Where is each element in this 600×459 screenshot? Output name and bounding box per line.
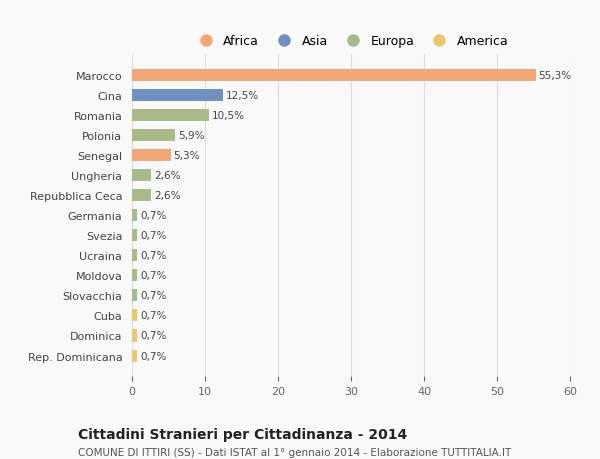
Bar [132,70,536,82]
Bar [132,110,209,122]
Text: Cittadini Stranieri per Cittadinanza - 2014: Cittadini Stranieri per Cittadinanza - 2… [78,427,407,441]
Text: 0,7%: 0,7% [140,231,166,241]
Bar [132,330,137,342]
Bar [132,90,223,102]
Bar [132,130,175,142]
Text: 10,5%: 10,5% [212,111,245,121]
Text: 0,7%: 0,7% [140,211,166,221]
Bar [132,190,151,202]
Bar [132,250,137,262]
Text: 0,7%: 0,7% [140,291,166,301]
Text: 0,7%: 0,7% [140,331,166,341]
Bar [132,150,170,162]
Bar [132,310,137,322]
Text: 0,7%: 0,7% [140,311,166,321]
Bar [132,170,151,182]
Bar [132,350,137,362]
Text: 12,5%: 12,5% [226,91,259,101]
Bar [132,210,137,222]
Text: 2,6%: 2,6% [154,191,181,201]
Text: 5,9%: 5,9% [178,131,205,141]
Text: 2,6%: 2,6% [154,171,181,181]
Text: 5,3%: 5,3% [173,151,200,161]
Legend: Africa, Asia, Europa, America: Africa, Asia, Europa, America [187,29,515,55]
Bar [132,270,137,282]
Text: 55,3%: 55,3% [539,71,572,81]
Text: 0,7%: 0,7% [140,351,166,361]
Text: 0,7%: 0,7% [140,251,166,261]
Text: 0,7%: 0,7% [140,271,166,281]
Bar [132,290,137,302]
Text: COMUNE DI ITTIRI (SS) - Dati ISTAT al 1° gennaio 2014 - Elaborazione TUTTITALIA.: COMUNE DI ITTIRI (SS) - Dati ISTAT al 1°… [78,448,511,458]
Bar [132,230,137,242]
